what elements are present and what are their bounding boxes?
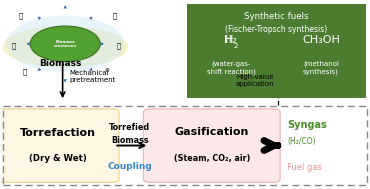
Text: 🏭: 🏭 [113, 12, 117, 19]
Text: (H₂/CO): (H₂/CO) [287, 137, 316, 146]
Text: Coupling: Coupling [107, 162, 152, 171]
Text: Fuel gas: Fuel gas [287, 163, 322, 172]
Text: 🌿: 🌿 [11, 42, 16, 49]
Circle shape [30, 26, 100, 62]
Text: Synthetic fuels: Synthetic fuels [244, 12, 309, 21]
Text: H₂: H₂ [225, 35, 238, 45]
Text: (methanol
synthesis): (methanol synthesis) [303, 61, 339, 75]
FancyBboxPatch shape [187, 5, 366, 98]
Text: Gasification: Gasification [175, 128, 249, 137]
Text: (Fischer-Tropsch synthesis): (Fischer-Tropsch synthesis) [225, 25, 327, 34]
Text: Syngas: Syngas [287, 119, 327, 129]
Text: (Dry & Wet): (Dry & Wet) [29, 154, 87, 163]
Text: Biomass: Biomass [111, 136, 148, 145]
Text: (Steam, CO₂, air): (Steam, CO₂, air) [174, 154, 250, 163]
Text: H: H [224, 35, 232, 45]
FancyBboxPatch shape [0, 109, 119, 182]
Text: ⚙️: ⚙️ [105, 68, 110, 73]
Text: 🐄: 🐄 [117, 42, 121, 49]
Text: CH₃OH: CH₃OH [302, 35, 340, 45]
Text: Biomass
resources: Biomass resources [54, 40, 77, 48]
Text: Torrefaction: Torrefaction [20, 129, 96, 138]
FancyBboxPatch shape [143, 109, 280, 182]
Text: 2: 2 [233, 43, 238, 49]
Text: Biomass: Biomass [39, 59, 82, 68]
Text: 🍂: 🍂 [23, 69, 27, 75]
Text: Torrefied: Torrefied [109, 123, 150, 132]
Text: (water-gas-
shift reaction): (water-gas- shift reaction) [207, 61, 256, 75]
Ellipse shape [3, 26, 128, 67]
Ellipse shape [6, 16, 124, 72]
Text: Mechanical
pretreatment: Mechanical pretreatment [69, 70, 115, 83]
Text: 🚿: 🚿 [19, 12, 23, 19]
Text: High-value
application: High-value application [236, 74, 274, 87]
